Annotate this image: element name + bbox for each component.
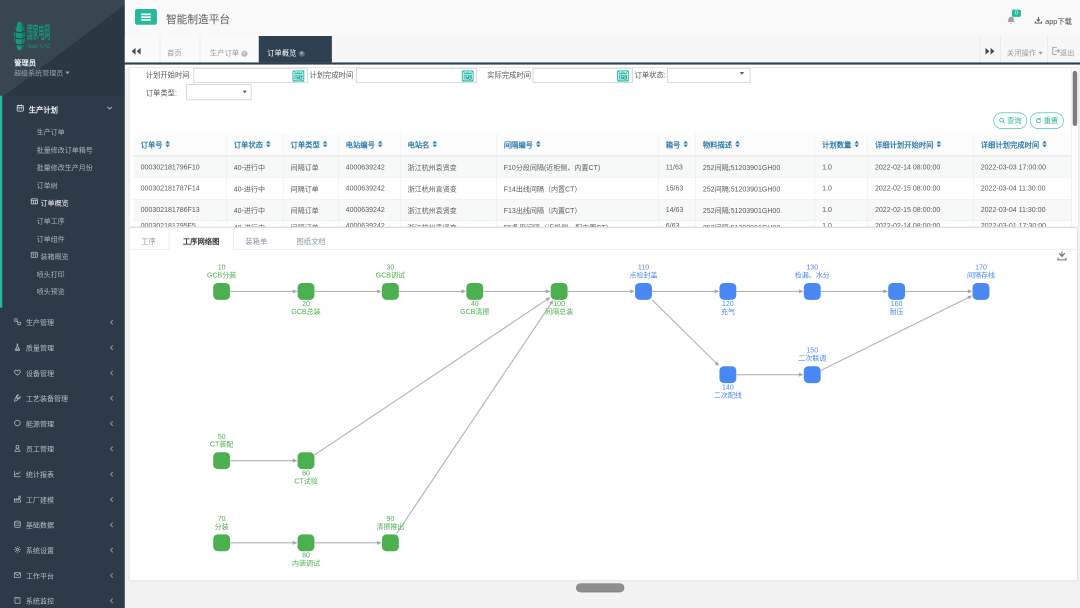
svg-text:二次配线: 二次配线 [714,390,742,399]
svg-text:170: 170 [975,264,987,271]
svg-text:GCB分装: GCB分装 [207,270,236,279]
svg-text:80: 80 [302,552,310,559]
svg-text:100: 100 [553,301,565,308]
svg-text:150: 150 [806,348,818,355]
svg-text:130: 130 [806,264,818,271]
svg-text:State Grid: State Grid [27,41,50,50]
svg-text:10: 10 [218,264,226,271]
svg-text:充气: 充气 [721,307,735,316]
svg-text:检漏、水分: 检漏、水分 [795,270,830,279]
svg-text:140: 140 [722,384,734,391]
svg-text:GCB清擦: GCB清擦 [460,307,489,316]
svg-text:间隔总装: 间隔总装 [545,307,573,316]
svg-text:间隔存栈: 间隔存栈 [967,270,995,279]
svg-text:国家电网: 国家电网 [27,20,50,43]
svg-text:120: 120 [722,301,734,308]
svg-text:清擦推出: 清擦推出 [376,522,404,531]
svg-text:60: 60 [302,470,310,477]
svg-text:160: 160 [891,301,903,308]
svg-text:CT装配: CT装配 [210,440,233,449]
svg-text:分装: 分装 [215,522,229,531]
svg-text:CT试验: CT试验 [294,476,317,485]
svg-text:GCB调试: GCB调试 [376,270,405,279]
svg-text:30: 30 [386,264,394,271]
svg-text:二次联调: 二次联调 [798,354,826,363]
svg-text:50: 50 [218,434,226,441]
svg-text:40: 40 [471,301,479,308]
svg-text:90: 90 [386,516,394,523]
svg-text:70: 70 [218,516,226,523]
svg-text:点检封盖: 点检封盖 [629,270,657,279]
svg-text:耐压: 耐压 [890,307,904,316]
svg-text:20: 20 [302,301,310,308]
svg-text:GCB总装: GCB总装 [291,307,320,316]
svg-text:内装调试: 内装调试 [292,559,320,568]
svg-text:110: 110 [638,264,649,271]
